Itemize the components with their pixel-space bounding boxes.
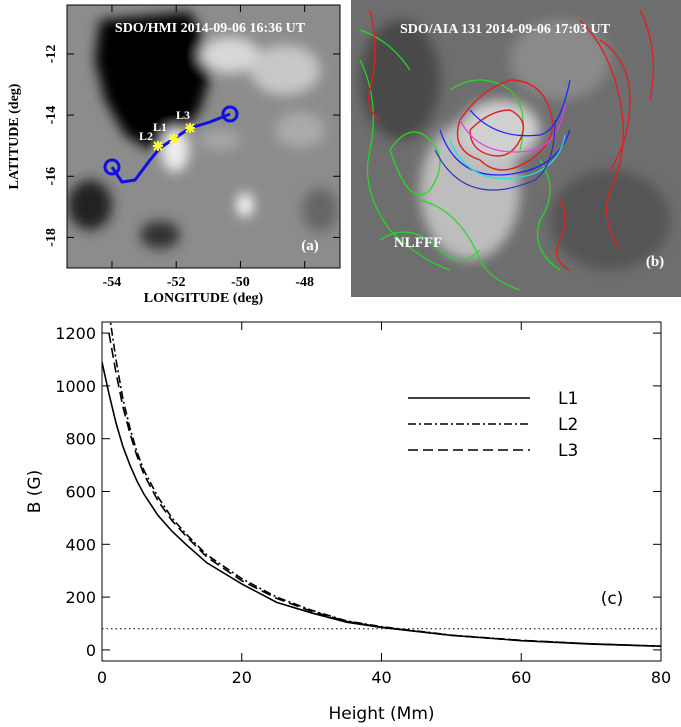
x-tick-label: 0 xyxy=(97,668,107,687)
y-tick-label: -14 xyxy=(44,106,59,125)
series-line xyxy=(109,322,661,648)
panel-label: (a) xyxy=(301,238,319,254)
legend-label: L3 xyxy=(558,441,578,461)
euv-image xyxy=(351,0,681,297)
x-tick-label: 20 xyxy=(232,668,252,687)
y-tick-label: 400 xyxy=(65,535,96,554)
x-tick-label: 40 xyxy=(371,668,391,687)
x-tick-label: -50 xyxy=(231,275,250,290)
y-tick-label: 0 xyxy=(86,641,96,660)
y-tick-label: 200 xyxy=(65,588,96,607)
x-tick-label: -54 xyxy=(103,275,122,290)
panel-label: (b) xyxy=(646,254,664,270)
x-axis-label: LONGITUDE (deg) xyxy=(144,291,264,306)
series-group xyxy=(102,322,661,648)
y-axis-label: LATITUDE (deg) xyxy=(7,83,22,189)
annotation: NLFFF xyxy=(394,235,442,251)
annotation: L2 xyxy=(139,129,153,143)
y-tick-label: 1200 xyxy=(55,324,96,343)
y-tick-label: -16 xyxy=(44,167,59,186)
panel-c-frame xyxy=(101,321,662,662)
y-tick-label: 800 xyxy=(65,430,96,449)
annotation: L1 xyxy=(153,120,167,134)
annotation: L3 xyxy=(176,108,190,122)
y-tick-label: 600 xyxy=(65,483,96,502)
x-tick-label: -48 xyxy=(295,275,314,290)
y-tick-label: 1000 xyxy=(55,377,96,396)
x-tick-label: -52 xyxy=(167,275,186,290)
legend-label: L1 xyxy=(558,389,578,409)
y-tick-label: -18 xyxy=(44,228,59,247)
panel-title: SDO/AIA 131 2014-09-06 17:03 UT xyxy=(400,22,611,37)
magnetogram xyxy=(67,5,340,268)
legend-label: L2 xyxy=(558,415,578,435)
panel-title: SDO/HMI 2014-09-06 16:36 UT xyxy=(115,21,306,36)
y-tick-label: -12 xyxy=(44,45,59,64)
x-tick-label: 80 xyxy=(651,668,671,687)
y-axis-label: B (G) xyxy=(25,470,45,514)
series-line xyxy=(108,332,661,648)
panel-label: (c) xyxy=(601,589,624,609)
panel-a-frame xyxy=(66,4,341,269)
x-tick-label: 60 xyxy=(511,668,531,687)
x-axis-label: Height (Mm) xyxy=(328,704,434,724)
